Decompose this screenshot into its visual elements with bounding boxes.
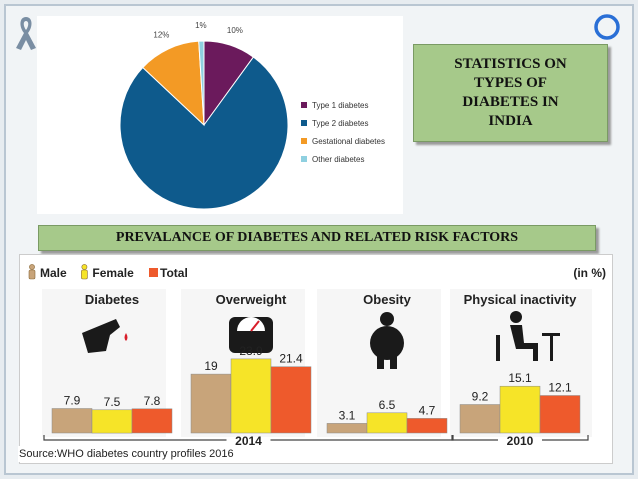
bar-total-overweight — [270, 366, 312, 434]
bar-female-obesity — [366, 412, 408, 434]
year-bracket: 2010 — [451, 434, 589, 448]
svg-text:2014: 2014 — [235, 434, 262, 448]
pie-data-label: 1% — [195, 21, 207, 30]
awareness-ribbon-icon — [16, 17, 36, 50]
svg-text:Total: Total — [160, 266, 188, 280]
legend-item-total: Total — [149, 266, 188, 280]
bar-value-label: 7.5 — [104, 395, 121, 409]
legend-swatch — [301, 102, 307, 108]
pie-slice-gestational-diabetes — [142, 40, 205, 127]
legend-item-female: Female — [81, 264, 134, 280]
pie-data-label: 10% — [227, 26, 243, 35]
pie-slice-type-2-diabetes — [119, 56, 289, 210]
category-label: Overweight — [216, 292, 287, 307]
weighing-scale-icon — [229, 317, 273, 353]
circle-decoration-icon — [594, 14, 620, 40]
svg-text:Male: Male — [40, 266, 67, 280]
bar-value-label: 9.2 — [472, 390, 489, 404]
obese-person-icon — [370, 312, 404, 369]
title-line-1: STATISTICS ON — [454, 56, 567, 72]
bar-value-label: 19 — [204, 359, 218, 373]
category-label: Diabetes — [85, 292, 139, 307]
bar-male-overweight — [190, 373, 232, 434]
blood-drop-finger-icon — [82, 319, 128, 353]
legend-item: Other diabetes — [301, 150, 385, 168]
legend-item: Type 2 diabetes — [301, 114, 385, 132]
bar-value-label: 23.9 — [239, 344, 263, 358]
bar-female-diabetes — [91, 409, 133, 434]
category-label: Obesity — [363, 292, 411, 307]
bar-female-overweight — [230, 358, 272, 434]
sitting-person-icon — [496, 311, 560, 361]
svg-text:Female: Female — [92, 266, 134, 280]
title-line-4: INDIA — [488, 113, 533, 129]
bar-value-label: 12.1 — [548, 381, 572, 395]
statistics-title-box: STATISTICS ON TYPES OF DIABETES IN INDIA — [413, 44, 608, 142]
bar-male-physical-inactivity — [459, 404, 501, 434]
title-line-2: TYPES OF — [474, 75, 547, 91]
bar-total-diabetes — [131, 408, 173, 434]
pie-legend: Type 1 diabetes Type 2 diabetes Gestationa… — [301, 96, 385, 168]
risk-factor-chart-panel: Male Female Total (in %) Diabetes 7.9 7.5 7.8 Ov… — [19, 254, 613, 464]
bar-male-diabetes — [51, 408, 93, 434]
pie-data-label: 12% — [153, 31, 169, 40]
legend-item: Type 1 diabetes — [301, 96, 385, 114]
bar-value-label: 7.8 — [144, 394, 161, 408]
bar-total-physical-inactivity — [539, 395, 581, 434]
bar-value-label: 21.4 — [279, 352, 303, 366]
legend-swatch — [301, 120, 307, 126]
bar-value-label: 3.1 — [339, 408, 356, 422]
legend-label: Gestational diabetes — [312, 136, 385, 146]
unit-label: (in %) — [573, 266, 606, 280]
bar-value-label: 6.5 — [379, 398, 396, 412]
legend-swatch — [301, 138, 307, 144]
bar-male-obesity — [326, 423, 368, 434]
title-line-3: DIABETES IN — [462, 94, 559, 110]
bar-value-label: 15.1 — [508, 371, 532, 385]
legend-label: Type 2 diabetes — [312, 118, 369, 128]
bar-value-label: 4.7 — [419, 403, 436, 417]
risk-factor-bar-chart: Male Female Total (in %) Diabetes 7.9 7.5 7.8 Ov… — [28, 264, 606, 448]
pie-slice-other-diabetes — [198, 40, 205, 126]
bar-female-physical-inactivity — [499, 385, 541, 434]
legend-item-male: Male — [28, 264, 67, 280]
legend-label: Other diabetes — [312, 154, 365, 164]
svg-text:2010: 2010 — [507, 434, 534, 448]
category-label: Physical inactivity — [464, 292, 577, 307]
source-caption: Source:WHO diabetes country profiles 201… — [18, 446, 268, 462]
legend-label: Type 1 diabetes — [312, 100, 369, 110]
prevalence-banner: PREVALANCE OF DIABETES AND RELATED RISK … — [38, 225, 596, 251]
bar-value-label: 7.9 — [64, 394, 81, 408]
legend-swatch — [301, 156, 307, 162]
legend-item: Gestational diabetes — [301, 132, 385, 150]
bar-total-obesity — [406, 418, 448, 434]
pie-chart: 10%77%12%1% — [119, 21, 289, 210]
